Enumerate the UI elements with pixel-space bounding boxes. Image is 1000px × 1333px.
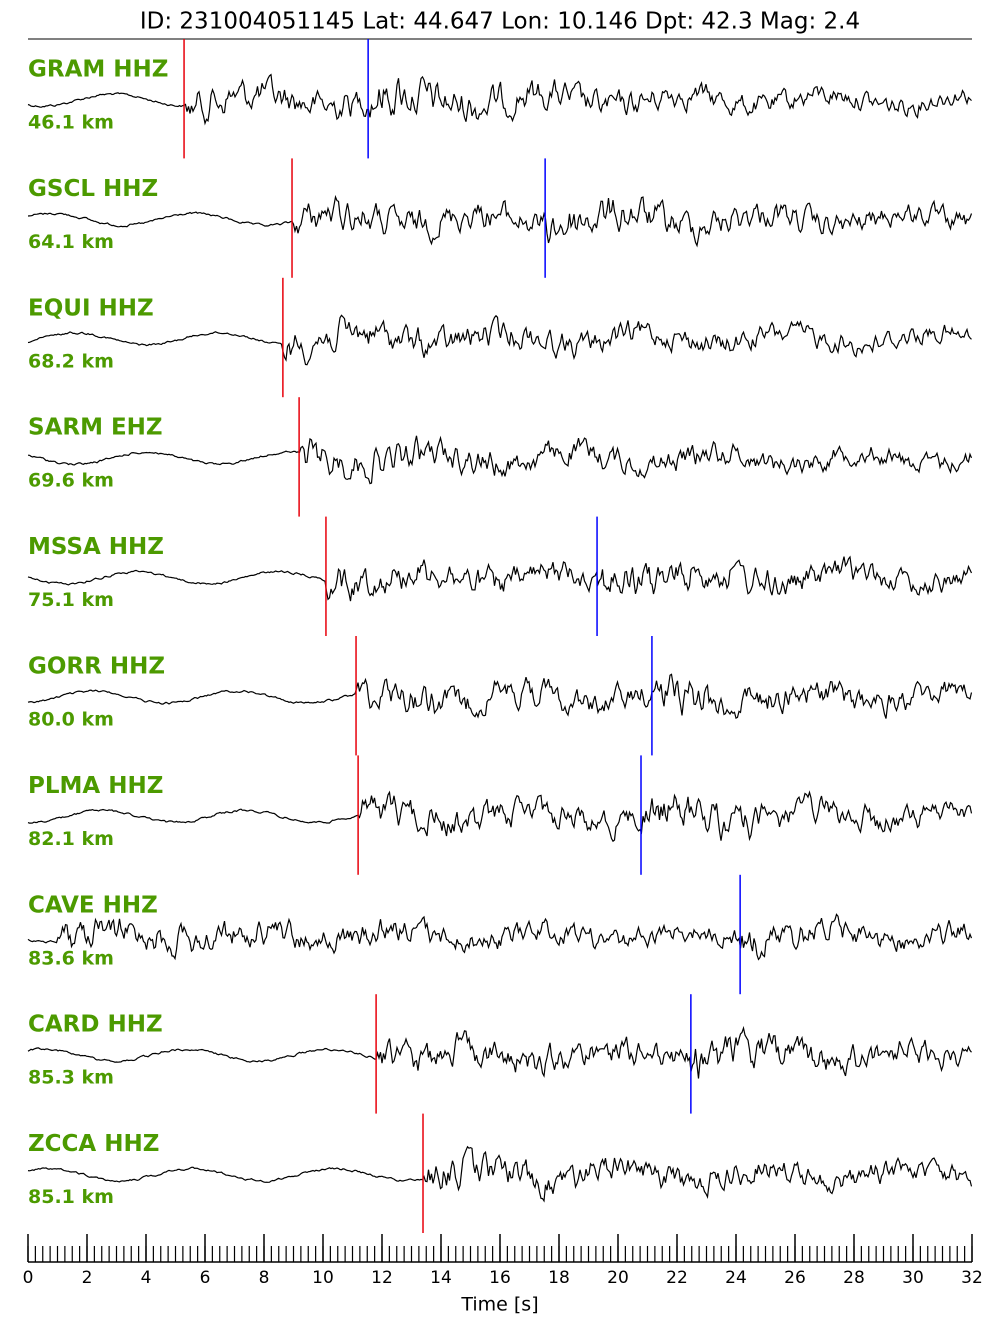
x-tick-label: 14 (430, 1268, 452, 1288)
distance-label: 64.1 km (28, 231, 114, 253)
x-tick-label: 26 (784, 1268, 806, 1288)
distance-label: 85.1 km (28, 1186, 114, 1208)
station-label: PLMA HHZ (28, 773, 163, 799)
station-label: GRAM HHZ (28, 57, 168, 83)
waveform (27, 913, 973, 961)
x-tick-label: 30 (902, 1268, 924, 1288)
x-tick-label: 28 (843, 1268, 865, 1288)
station-label: CAVE HHZ (28, 892, 158, 918)
distance-label: 75.1 km (28, 589, 114, 611)
x-tick-label: 8 (259, 1268, 270, 1288)
x-tick-label: 12 (371, 1268, 393, 1288)
x-tick-label: 0 (23, 1268, 34, 1288)
x-axis-label: Time [s] (460, 1294, 538, 1316)
x-tick-label: 6 (200, 1268, 211, 1288)
waveform (27, 673, 973, 719)
distance-label: 80.0 km (28, 709, 114, 731)
waveform (27, 555, 973, 602)
station-label: EQUI HHZ (28, 295, 154, 321)
waveform (27, 314, 972, 366)
station-label: MSSA HHZ (28, 534, 164, 560)
x-tick-label: 32 (961, 1268, 983, 1288)
distance-label: 83.6 km (28, 947, 114, 969)
station-label: GSCL HHZ (28, 176, 158, 202)
waveform (27, 435, 973, 485)
station-label: CARD HHZ (28, 1012, 163, 1038)
distance-label: 68.2 km (28, 350, 114, 372)
x-tick-label: 16 (489, 1268, 511, 1288)
x-tick-label: 4 (141, 1268, 152, 1288)
x-tick-label: 22 (666, 1268, 688, 1288)
station-label: SARM EHZ (28, 415, 163, 441)
distance-label: 82.1 km (28, 828, 114, 850)
x-tick-label: 10 (312, 1268, 334, 1288)
waveform (27, 1145, 973, 1203)
waveform (27, 1025, 972, 1079)
waveform (27, 790, 973, 843)
x-tick-label: 2 (82, 1268, 93, 1288)
x-tick-label: 24 (725, 1268, 747, 1288)
waveform (27, 73, 972, 126)
distance-label: 85.3 km (28, 1067, 114, 1089)
distance-label: 46.1 km (28, 112, 114, 134)
waveform (27, 194, 973, 248)
distance-label: 69.6 km (28, 470, 114, 492)
station-label: GORR HHZ (28, 654, 165, 680)
x-tick-label: 20 (607, 1268, 629, 1288)
station-label: ZCCA HHZ (28, 1131, 159, 1157)
x-tick-label: 18 (548, 1268, 570, 1288)
chart-title: ID: 231004051145 Lat: 44.647 Lon: 10.146… (140, 9, 860, 35)
